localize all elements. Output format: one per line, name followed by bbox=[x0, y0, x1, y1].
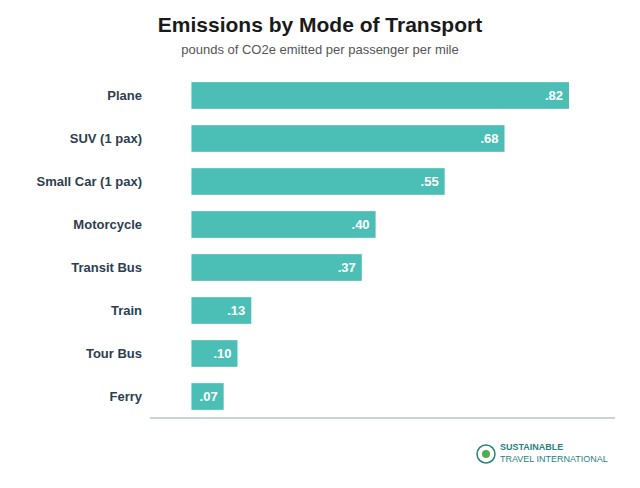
y-tick-label: Ferry bbox=[109, 389, 142, 404]
y-tick-label: Small Car (1 pax) bbox=[37, 174, 143, 189]
data-label: .10 bbox=[213, 346, 231, 361]
data-label: .55 bbox=[421, 174, 439, 189]
logo: SUSTAINABLE TRAVEL INTERNATIONAL bbox=[477, 442, 608, 464]
bars bbox=[191, 82, 569, 410]
data-label: .37 bbox=[338, 260, 356, 275]
annotation: SUSTAINABLE bbox=[500, 442, 563, 452]
chart: Emissions by Mode of Transport pounds of … bbox=[0, 0, 640, 488]
subtitle: pounds of CO2e emitted per passenger per… bbox=[181, 42, 459, 57]
bar bbox=[191, 82, 569, 109]
bar bbox=[191, 254, 361, 281]
bar bbox=[191, 383, 223, 410]
bar bbox=[191, 211, 375, 238]
data-label: .68 bbox=[480, 131, 498, 146]
data-labels: .07 .10 .13 .37 .40 .55 .68 .82 bbox=[200, 88, 563, 404]
y-tick-labels: Ferry Tour Bus Train Transit Bus Motorcycle S… bbox=[37, 88, 143, 404]
bar bbox=[191, 125, 504, 152]
y-tick-label: SUV (1 pax) bbox=[70, 131, 142, 146]
data-label: .40 bbox=[352, 217, 370, 232]
y-tick-label: Train bbox=[111, 303, 142, 318]
bar bbox=[191, 168, 444, 195]
y-tick-label: Transit Bus bbox=[71, 260, 142, 275]
bar bbox=[191, 297, 251, 324]
data-label: .13 bbox=[227, 303, 245, 318]
x-axis-line bbox=[150, 418, 615, 419]
y-tick-label: Motorcycle bbox=[73, 217, 142, 232]
bar bbox=[191, 340, 237, 367]
logo-dot bbox=[482, 450, 490, 458]
title: Emissions by Mode of Transport bbox=[158, 13, 482, 36]
y-tick-label: Tour Bus bbox=[86, 346, 142, 361]
annotation: TRAVEL INTERNATIONAL bbox=[500, 454, 608, 464]
data-label: .07 bbox=[200, 389, 218, 404]
logo-ring bbox=[477, 445, 495, 463]
y-tick-label: Plane bbox=[107, 88, 142, 103]
data-label: .82 bbox=[545, 88, 563, 103]
